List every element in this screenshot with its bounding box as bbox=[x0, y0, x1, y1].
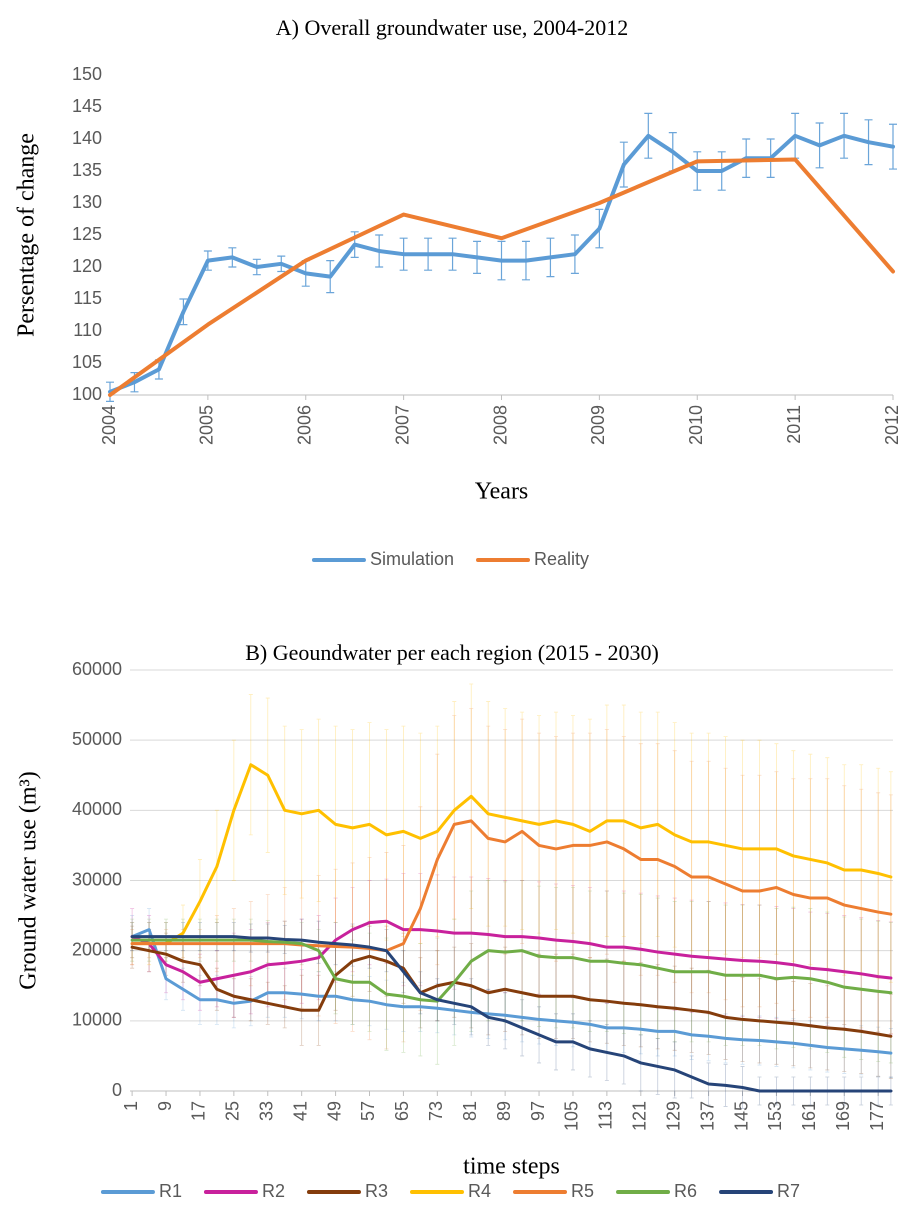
chart-title: A) Overall groundwater use, 2004-2012 bbox=[276, 15, 629, 40]
x-tick-label: 2009 bbox=[588, 405, 608, 445]
series-line bbox=[130, 819, 893, 953]
y-tick-label: 140 bbox=[72, 128, 102, 148]
x-axis-title: Years bbox=[475, 479, 529, 505]
legend-label: R7 bbox=[777, 1181, 800, 1201]
x-tick-label: 177 bbox=[867, 1101, 887, 1131]
series-line bbox=[130, 919, 893, 984]
y-tick-label: 100 bbox=[72, 384, 102, 404]
x-tick-label: 81 bbox=[460, 1101, 480, 1121]
x-tick-label: 2008 bbox=[490, 405, 510, 445]
x-tick-label: 2007 bbox=[392, 405, 412, 445]
legend-label: R4 bbox=[468, 1181, 491, 1201]
chart: B) Geoundwater per each region (2015 - 2… bbox=[16, 640, 893, 1201]
y-tick-label: 150 bbox=[72, 64, 102, 84]
series-line bbox=[130, 935, 893, 1093]
x-tick-label: 105 bbox=[562, 1101, 582, 1131]
y-tick-label: 110 bbox=[73, 320, 102, 340]
x-tick-label: 2006 bbox=[295, 405, 315, 445]
x-tick-label: 89 bbox=[494, 1101, 514, 1121]
x-tick-label: 2004 bbox=[99, 405, 119, 445]
x-tick-label: 65 bbox=[392, 1101, 412, 1121]
x-tick-label: 169 bbox=[833, 1101, 853, 1131]
x-tick-label: 33 bbox=[257, 1101, 277, 1121]
y-tick-label: 50000 bbox=[72, 729, 122, 749]
y-tick-label: 20000 bbox=[72, 939, 122, 959]
y-tick-label: 30000 bbox=[72, 869, 122, 889]
x-tick-label: 129 bbox=[663, 1101, 683, 1131]
legend: R1 R2 R3 R4 R5 R6 R7 bbox=[100, 1181, 800, 1201]
y-tick-label: 115 bbox=[73, 288, 102, 308]
x-tick-label: 97 bbox=[528, 1101, 548, 1121]
x-tick-label: 9 bbox=[155, 1101, 175, 1111]
series-line bbox=[108, 157, 895, 397]
y-tick-label: 105 bbox=[72, 352, 102, 372]
x-tick-label: 137 bbox=[697, 1101, 717, 1131]
x-tick-label: 17 bbox=[189, 1101, 209, 1121]
series-line bbox=[130, 928, 893, 1055]
y-tick-label: 130 bbox=[72, 192, 102, 212]
y-tick-label: 145 bbox=[72, 96, 102, 116]
x-tick-label: 49 bbox=[324, 1101, 344, 1121]
legend-label: Reality bbox=[534, 549, 589, 569]
x-tick-label: 2012 bbox=[882, 405, 902, 445]
y-tick-label: 0 bbox=[112, 1080, 122, 1100]
legend-label: R3 bbox=[365, 1181, 388, 1201]
series-line bbox=[130, 938, 893, 1003]
chart-title: B) Geoundwater per each region (2015 - 2… bbox=[245, 640, 659, 665]
series-line bbox=[130, 945, 893, 1038]
x-tick-label: 121 bbox=[630, 1101, 650, 1131]
x-tick-label: 153 bbox=[765, 1101, 785, 1131]
y-tick-label: 60000 bbox=[72, 659, 122, 679]
legend-label: R5 bbox=[571, 1181, 594, 1201]
x-tick-label: 2005 bbox=[197, 405, 217, 445]
x-tick-label: 145 bbox=[731, 1101, 751, 1131]
legend-label: R6 bbox=[674, 1181, 697, 1201]
y-tick-label: 120 bbox=[72, 256, 102, 276]
x-axis-title: time steps bbox=[463, 1154, 560, 1180]
y-tick-label: 10000 bbox=[72, 1010, 122, 1030]
x-tick-label: 113 bbox=[596, 1101, 616, 1130]
legend: Simulation Reality bbox=[311, 549, 589, 569]
legend-label: R1 bbox=[159, 1181, 182, 1201]
x-tick-label: 1 bbox=[121, 1101, 141, 1111]
chart: A) Overall groundwater use, 2004-2012 Per… bbox=[14, 15, 902, 569]
x-tick-label: 161 bbox=[799, 1101, 819, 1131]
y-axis-title: Persentage of change bbox=[14, 133, 40, 337]
x-tick-label: 57 bbox=[358, 1101, 378, 1121]
x-tick-label: 2011 bbox=[784, 405, 804, 444]
x-tick-label: 41 bbox=[290, 1101, 310, 1121]
legend-label: R2 bbox=[262, 1181, 285, 1201]
y-tick-label: 125 bbox=[72, 224, 102, 244]
series-line bbox=[130, 763, 893, 946]
legend-label: Simulation bbox=[370, 549, 454, 569]
y-tick-label: 40000 bbox=[72, 799, 122, 819]
y-tick-label: 135 bbox=[72, 160, 102, 180]
x-tick-label: 73 bbox=[426, 1101, 446, 1121]
y-axis-title: Ground water use (m³) bbox=[16, 771, 42, 989]
x-tick-label: 25 bbox=[223, 1101, 243, 1121]
x-tick-label: 2010 bbox=[686, 405, 706, 445]
